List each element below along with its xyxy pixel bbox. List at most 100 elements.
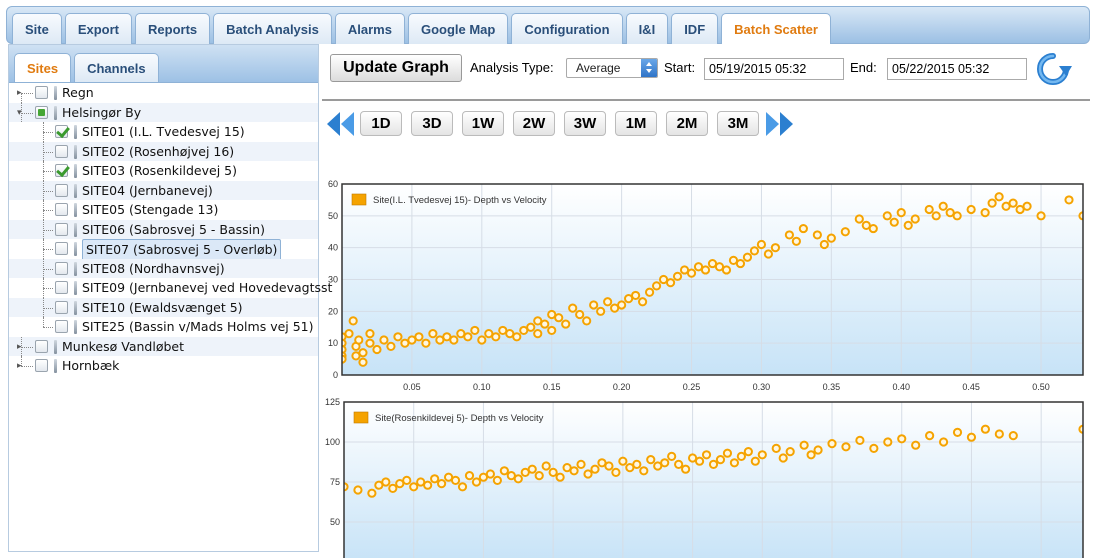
tree-node[interactable]: SITE04 (Jernbanevej) (9, 180, 318, 200)
tree-node-label: SITE02 (Rosenhøjvej 16) (82, 143, 235, 159)
tree-connector (43, 297, 44, 317)
tree-node-label: SITE01 (I.L. Tvedesvej 15) (82, 124, 245, 139)
refresh-icon[interactable] (1034, 52, 1072, 86)
tree-checkbox[interactable] (55, 320, 68, 333)
tree-node[interactable]: SITE01 (I.L. Tvedesvej 15) (9, 122, 318, 142)
scatter-point (679, 265, 690, 275)
analysis-type-select[interactable]: Average (566, 58, 658, 78)
scatter-point (365, 338, 375, 348)
tree-connector (43, 210, 53, 211)
x-tick-label: 0.10 (473, 382, 491, 392)
tab-export[interactable]: Export (64, 13, 133, 44)
tree-checkbox[interactable] (55, 242, 68, 255)
tree-node-label: SITE08 (Nordhavnsvej) (82, 260, 225, 276)
tree-node[interactable]: SITE06 (Sabrosvej 5 - Bassin) (9, 219, 318, 239)
scatter-point (700, 265, 711, 275)
tree-node[interactable]: ▸ Munkesø Vandløbet (9, 336, 318, 356)
range-button-1d[interactable]: 1D (360, 111, 402, 136)
range-button-1m[interactable]: 1M (615, 111, 657, 136)
tree-node[interactable]: SITE05 (Stengade 13) (9, 200, 318, 220)
scatter-point (736, 451, 746, 462)
expand-icon[interactable]: ▸ (17, 88, 22, 98)
y-tick-label: 20 (328, 306, 338, 316)
scatter-point (721, 265, 732, 275)
tree-checkbox[interactable] (55, 164, 68, 177)
tree-checkbox[interactable] (55, 183, 68, 197)
tree-checkbox[interactable] (35, 105, 48, 119)
tree-checkbox[interactable] (55, 125, 68, 138)
scatter-point (756, 239, 767, 250)
scatter-point (498, 325, 508, 336)
sensor-node-icon (70, 222, 80, 237)
tree-checkbox[interactable] (55, 144, 68, 158)
tab-batch-analysis[interactable]: Batch Analysis (213, 13, 332, 44)
scatter-point (589, 300, 599, 310)
tree-node[interactable]: ▾ Helsingør By (9, 102, 318, 122)
range-button-1w[interactable]: 1W (462, 111, 504, 136)
tab-configuration[interactable]: Configuration (511, 13, 623, 44)
scatter-point (554, 313, 564, 323)
range-button-3w[interactable]: 3W (564, 111, 606, 136)
scatter-point (952, 211, 962, 221)
tab-reports[interactable]: Reports (135, 13, 211, 44)
scatter-point (526, 322, 536, 332)
tree-node[interactable]: SITE02 (Rosenhøjvej 16) (9, 141, 318, 161)
tree-checkbox[interactable] (35, 359, 48, 372)
previous-period-icon[interactable] (326, 111, 356, 137)
tab-site[interactable]: Site (12, 13, 62, 44)
tree-node[interactable]: SITE10 (Ewaldsvænget 5) (9, 297, 318, 317)
tab-i-i[interactable]: I&I (625, 13, 669, 44)
tree-node[interactable]: ▸ Regn (9, 83, 318, 103)
y-tick-label: 50 (328, 211, 338, 221)
scatter-point (861, 220, 871, 230)
tree-checkbox[interactable] (35, 339, 48, 353)
tree-checkbox[interactable] (55, 281, 68, 294)
next-period-icon[interactable] (764, 111, 794, 137)
tree-node-label: Munkesø Vandløbet (62, 338, 184, 354)
tree-node[interactable]: SITE25 (Bassin v/Mads Holms vej 51) (9, 317, 318, 337)
range-button-2w[interactable]: 2W (513, 111, 555, 136)
tab-idf[interactable]: IDF (671, 13, 719, 44)
tree-node[interactable]: SITE08 (Nordhavnsvej) (9, 258, 318, 278)
scatter-point (889, 217, 899, 227)
expand-icon[interactable]: ▸ (17, 361, 22, 371)
scatter-point (749, 246, 760, 256)
tree-checkbox[interactable] (35, 86, 48, 99)
x-tick-label: 0.30 (753, 382, 771, 392)
tree-connector (43, 190, 53, 192)
x-tick-label: 0.45 (962, 382, 980, 392)
legend-label: Site(Rosenkildevej 5)- Depth vs Velocity (375, 413, 544, 424)
tree-checkbox[interactable] (55, 300, 68, 314)
tree-node[interactable]: SITE03 (Rosenkildevej 5) (9, 161, 318, 181)
sensor-node-icon (70, 203, 80, 217)
end-date-input[interactable] (887, 58, 1027, 80)
tree-node[interactable]: SITE07 (Sabrosvej 5 - Overløb) (9, 239, 318, 261)
scatter-point (400, 338, 410, 348)
update-graph-button[interactable]: Update Graph (330, 54, 462, 82)
scatter-point (1015, 204, 1025, 215)
scatter-point (513, 474, 523, 484)
scatter-point (520, 467, 530, 478)
start-date-input[interactable] (704, 58, 844, 80)
range-button-2m[interactable]: 2M (666, 111, 708, 136)
scatter-point (381, 477, 391, 487)
tree-checkbox[interactable] (55, 222, 68, 236)
tree-node[interactable]: ▸ Hornbæk (9, 356, 318, 376)
tree-checkbox[interactable] (55, 261, 68, 275)
tab-google-map[interactable]: Google Map (407, 13, 509, 44)
scatter-point (980, 424, 990, 434)
tree-checkbox[interactable] (55, 203, 68, 216)
tree-node[interactable]: SITE09 (Jernbanevej ved Hovedevagtsst (9, 278, 332, 298)
scatter-point (388, 483, 398, 494)
left-tab-sites[interactable]: Sites (14, 53, 72, 82)
y-tick-label: 125 (325, 397, 340, 407)
expand-icon[interactable]: ▸ (17, 341, 22, 352)
left-tab-channels[interactable]: Channels (74, 53, 159, 82)
collapse-icon[interactable]: ▾ (17, 107, 22, 118)
range-button-3m[interactable]: 3M (717, 111, 759, 136)
scatter-point (840, 227, 850, 237)
scatter-point (826, 233, 836, 243)
tab-batch-scatter[interactable]: Batch Scatter (721, 13, 831, 44)
range-button-3d[interactable]: 3D (411, 111, 453, 136)
tab-alarms[interactable]: Alarms (334, 13, 405, 44)
